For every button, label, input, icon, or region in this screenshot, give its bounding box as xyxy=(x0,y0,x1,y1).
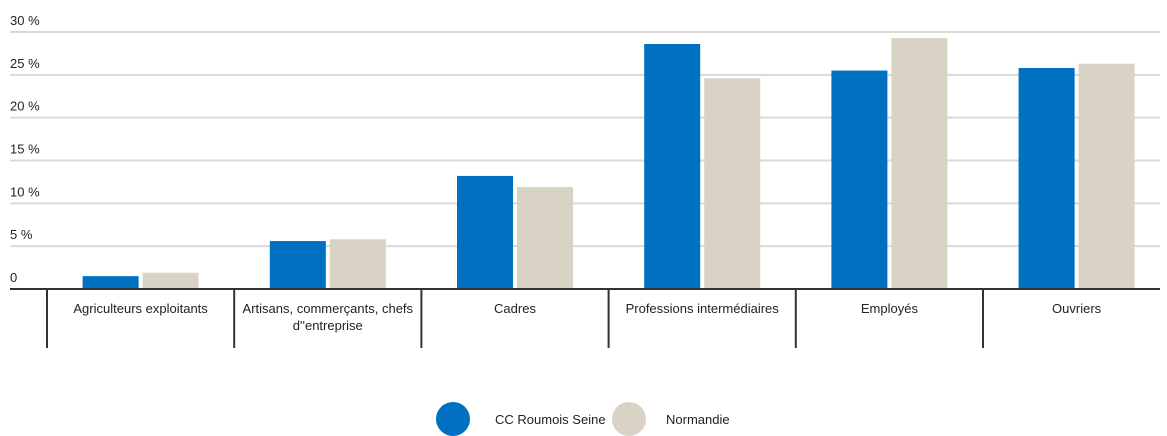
bar-series-1 xyxy=(1018,67,1075,289)
y-axis-tick-labels: 0 5 % 10 % 15 % 20 % 25 % 30 % xyxy=(10,13,40,285)
category-label: Professions intermédiaires xyxy=(626,301,780,316)
bar-series-2 xyxy=(891,37,948,289)
category-label: d''entreprise xyxy=(293,318,363,333)
bar-series-1 xyxy=(269,241,326,289)
category-label: Ouvriers xyxy=(1052,301,1102,316)
legend-label: Normandie xyxy=(666,412,730,427)
legend: CC Roumois Seine Normandie xyxy=(436,402,730,436)
y-tick-label: 30 % xyxy=(10,13,40,28)
bar-series-1 xyxy=(831,70,888,289)
legend-swatch xyxy=(436,402,470,436)
y-tick-label: 10 % xyxy=(10,184,40,199)
bar-series-2 xyxy=(142,272,199,289)
y-tick-label: 15 % xyxy=(10,142,40,157)
category-label: Employés xyxy=(861,301,919,316)
legend-label: CC Roumois Seine xyxy=(495,412,606,427)
y-tick-label: 5 % xyxy=(10,227,33,242)
category-label: Artisans, commerçants, chefs xyxy=(243,301,414,316)
bar-series-1 xyxy=(644,43,701,289)
x-axis xyxy=(10,288,1160,348)
bars xyxy=(82,37,1135,289)
bar-series-2 xyxy=(1078,63,1135,289)
y-tick-label: 20 % xyxy=(10,99,40,114)
legend-swatch xyxy=(612,402,646,436)
y-tick-label: 25 % xyxy=(10,56,40,71)
category-label: Cadres xyxy=(494,301,536,316)
bar-series-1 xyxy=(82,276,139,289)
category-labels: Agriculteurs exploitants Artisans, commer… xyxy=(73,301,1101,333)
gridlines xyxy=(10,31,1160,248)
y-tick-label: 0 xyxy=(10,270,17,285)
bar-series-2 xyxy=(329,239,386,289)
category-label: Agriculteurs exploitants xyxy=(73,301,208,316)
bar-series-2 xyxy=(517,187,573,289)
bar-series-2 xyxy=(704,78,761,289)
bar-series-1 xyxy=(457,175,513,289)
